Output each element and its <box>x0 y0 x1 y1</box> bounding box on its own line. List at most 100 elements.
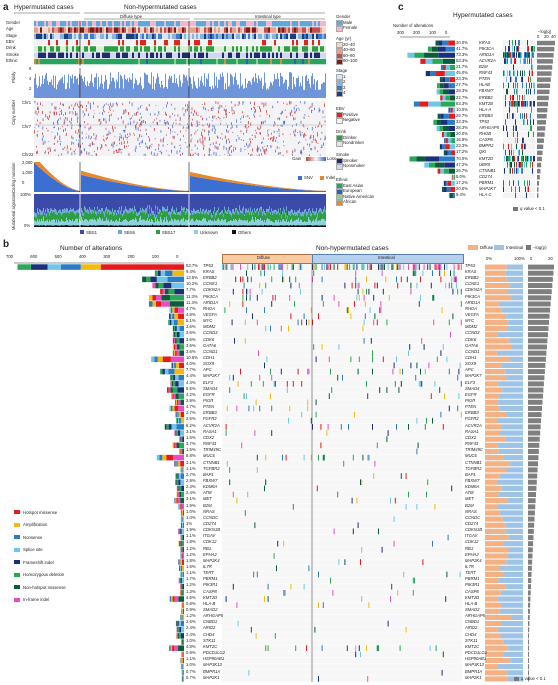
sig-bar <box>37 225 38 227</box>
panel-c-cell <box>522 155 523 162</box>
clinical-cell <box>66 27 68 33</box>
clinical-cell <box>196 52 198 58</box>
copy-cell <box>87 123 89 125</box>
clinical-cell <box>186 52 188 58</box>
copy-cell <box>204 102 206 106</box>
clinical-cell <box>302 33 304 40</box>
sig-bar <box>75 194 76 212</box>
clinical-cell <box>258 58 260 65</box>
sig-bar <box>76 213 77 219</box>
panel-c-cell <box>528 186 529 192</box>
copy-cell <box>166 113 167 116</box>
sig-bar <box>315 219 316 226</box>
copy-cell <box>276 146 278 149</box>
sig-bar <box>149 194 150 205</box>
panel-b-bar <box>172 338 174 344</box>
copy-cell <box>111 143 113 147</box>
sig-bar <box>222 225 223 227</box>
sig-bar <box>322 211 323 215</box>
sig-bar <box>208 194 209 211</box>
clinical-cell <box>82 39 84 46</box>
copy-cell <box>138 142 140 145</box>
copy-cell <box>307 127 308 130</box>
copy-cell <box>267 132 269 134</box>
sig-bar <box>159 225 160 227</box>
clinical-cell <box>322 33 324 40</box>
copy-cell <box>303 146 305 151</box>
ploidy-bar <box>186 75 187 98</box>
clinical-cell <box>224 58 226 65</box>
snv-bar <box>131 185 132 192</box>
ploidy-bar <box>119 88 120 98</box>
snv-bar <box>61 184 62 192</box>
snv-bar <box>216 180 217 192</box>
copy-cell <box>146 106 148 110</box>
sig-bar <box>143 212 144 220</box>
clinical-cell <box>224 33 226 40</box>
sig-bar <box>101 225 102 227</box>
sig-bar <box>308 212 309 218</box>
panel-b-bar <box>178 540 180 547</box>
copy-cell <box>256 148 258 152</box>
clinical-cell <box>80 33 82 40</box>
copy-cell <box>223 108 225 112</box>
copy-cell <box>93 133 95 136</box>
sig-bar <box>48 209 49 213</box>
sig-bar <box>161 212 162 215</box>
sig-bar <box>267 225 268 227</box>
sig-bar <box>275 220 276 226</box>
copy-cell <box>142 139 143 144</box>
sig-bar <box>214 194 215 208</box>
indel-bar <box>282 187 283 189</box>
sig-bar <box>152 220 153 225</box>
clinical-cell <box>50 39 52 46</box>
sig-bar <box>108 219 109 226</box>
panel-b-bar <box>175 331 177 338</box>
snv-bar <box>203 178 204 192</box>
copy-cell <box>145 145 147 148</box>
panel-c-cell <box>511 58 512 64</box>
copy-cell <box>263 149 265 152</box>
sig-bar <box>118 213 119 222</box>
sig-bar <box>166 211 167 217</box>
snv-bar <box>270 187 271 192</box>
sig-bar <box>316 194 317 209</box>
clinical-cell <box>298 58 300 65</box>
clinical-cell <box>236 39 238 46</box>
copy-cell <box>168 154 170 156</box>
sig-bar <box>286 210 287 220</box>
clinical-cell <box>178 58 180 65</box>
sig-bar <box>253 219 254 226</box>
panel-c-bar <box>440 64 444 70</box>
copy-cell <box>278 128 280 130</box>
ploidy-bar <box>300 82 301 98</box>
copy-cell <box>97 146 99 151</box>
clinical-cell <box>68 58 70 65</box>
snv-bar <box>146 187 147 192</box>
panel-c-cell <box>534 82 535 89</box>
copy-cell <box>42 126 44 130</box>
clinical-cell <box>82 21 84 27</box>
sig-bar <box>138 194 139 213</box>
copy-cell <box>89 102 91 107</box>
sig-bar <box>86 225 87 227</box>
indel-bar <box>194 172 195 177</box>
copy-cell <box>93 101 94 105</box>
indel-bar <box>265 185 266 187</box>
sig-bar <box>91 214 92 220</box>
sig-bar <box>79 219 80 226</box>
ploidy-bar <box>227 72 228 98</box>
sig-bar <box>202 213 203 220</box>
sig-bar <box>272 225 273 227</box>
sig-bar <box>238 211 239 215</box>
copy-cell <box>54 143 55 145</box>
copy-cell <box>38 110 40 113</box>
copy-cell <box>207 109 209 111</box>
copy-cell <box>218 116 219 118</box>
sig-bar <box>59 225 60 227</box>
clinical-cell <box>104 39 106 46</box>
clinical-cell <box>316 46 318 52</box>
clinical-cell <box>148 39 150 46</box>
sig-bar <box>150 221 151 226</box>
clinical-cell <box>266 33 268 40</box>
